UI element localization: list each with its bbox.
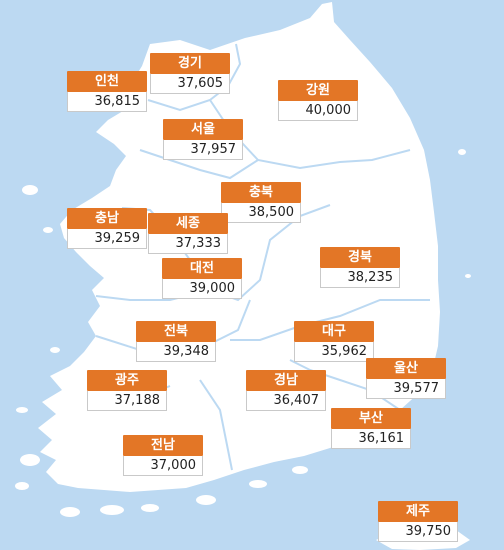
mainland-shape [38, 2, 440, 492]
region-chungbuk: 충북 38,500 [221, 182, 301, 223]
region-seoul: 서울 37,957 [163, 119, 243, 160]
region-value: 39,750 [378, 522, 458, 542]
region-incheon: 인천 36,815 [67, 71, 147, 112]
region-name: 경남 [246, 370, 326, 391]
region-name: 세종 [148, 213, 228, 234]
region-name: 전남 [123, 435, 203, 456]
region-value: 36,815 [67, 92, 147, 112]
region-daejeon: 대전 39,000 [162, 258, 242, 299]
region-value: 37,957 [163, 140, 243, 160]
region-chungnam: 충남 39,259 [67, 208, 147, 249]
region-value: 37,188 [87, 391, 167, 411]
region-value: 39,577 [366, 379, 446, 399]
region-value: 37,605 [150, 74, 230, 94]
region-sejong: 세종 37,333 [148, 213, 228, 254]
region-gyeongbuk: 경북 38,235 [320, 247, 400, 288]
region-value: 35,962 [294, 342, 374, 362]
region-jeonbuk: 전북 39,348 [136, 321, 216, 362]
region-name: 경기 [150, 53, 230, 74]
region-name: 강원 [278, 80, 358, 101]
region-gyeongnam: 경남 36,407 [246, 370, 326, 411]
region-name: 전북 [136, 321, 216, 342]
region-name: 인천 [67, 71, 147, 92]
region-value: 37,000 [123, 456, 203, 476]
region-jeju: 제주 39,750 [378, 501, 458, 542]
region-busan: 부산 36,161 [331, 408, 411, 449]
region-name: 서울 [163, 119, 243, 140]
region-name: 부산 [331, 408, 411, 429]
region-daegu: 대구 35,962 [294, 321, 374, 362]
region-value: 38,500 [221, 203, 301, 223]
region-name: 충남 [67, 208, 147, 229]
region-name: 제주 [378, 501, 458, 522]
region-value: 39,000 [162, 279, 242, 299]
region-value: 39,259 [67, 229, 147, 249]
region-gangwon: 강원 40,000 [278, 80, 358, 121]
region-gwangju: 광주 37,188 [87, 370, 167, 411]
region-name: 울산 [366, 358, 446, 379]
region-value: 40,000 [278, 101, 358, 121]
small-islands [15, 149, 471, 517]
region-value: 38,235 [320, 268, 400, 288]
region-jeonnam: 전남 37,000 [123, 435, 203, 476]
region-ulsan: 울산 39,577 [366, 358, 446, 399]
region-value: 37,333 [148, 234, 228, 254]
region-value: 36,407 [246, 391, 326, 411]
region-name: 광주 [87, 370, 167, 391]
region-name: 충북 [221, 182, 301, 203]
region-gyeonggi: 경기 37,605 [150, 53, 230, 94]
region-name: 대구 [294, 321, 374, 342]
region-name: 경북 [320, 247, 400, 268]
region-value: 36,161 [331, 429, 411, 449]
region-name: 대전 [162, 258, 242, 279]
region-value: 39,348 [136, 342, 216, 362]
